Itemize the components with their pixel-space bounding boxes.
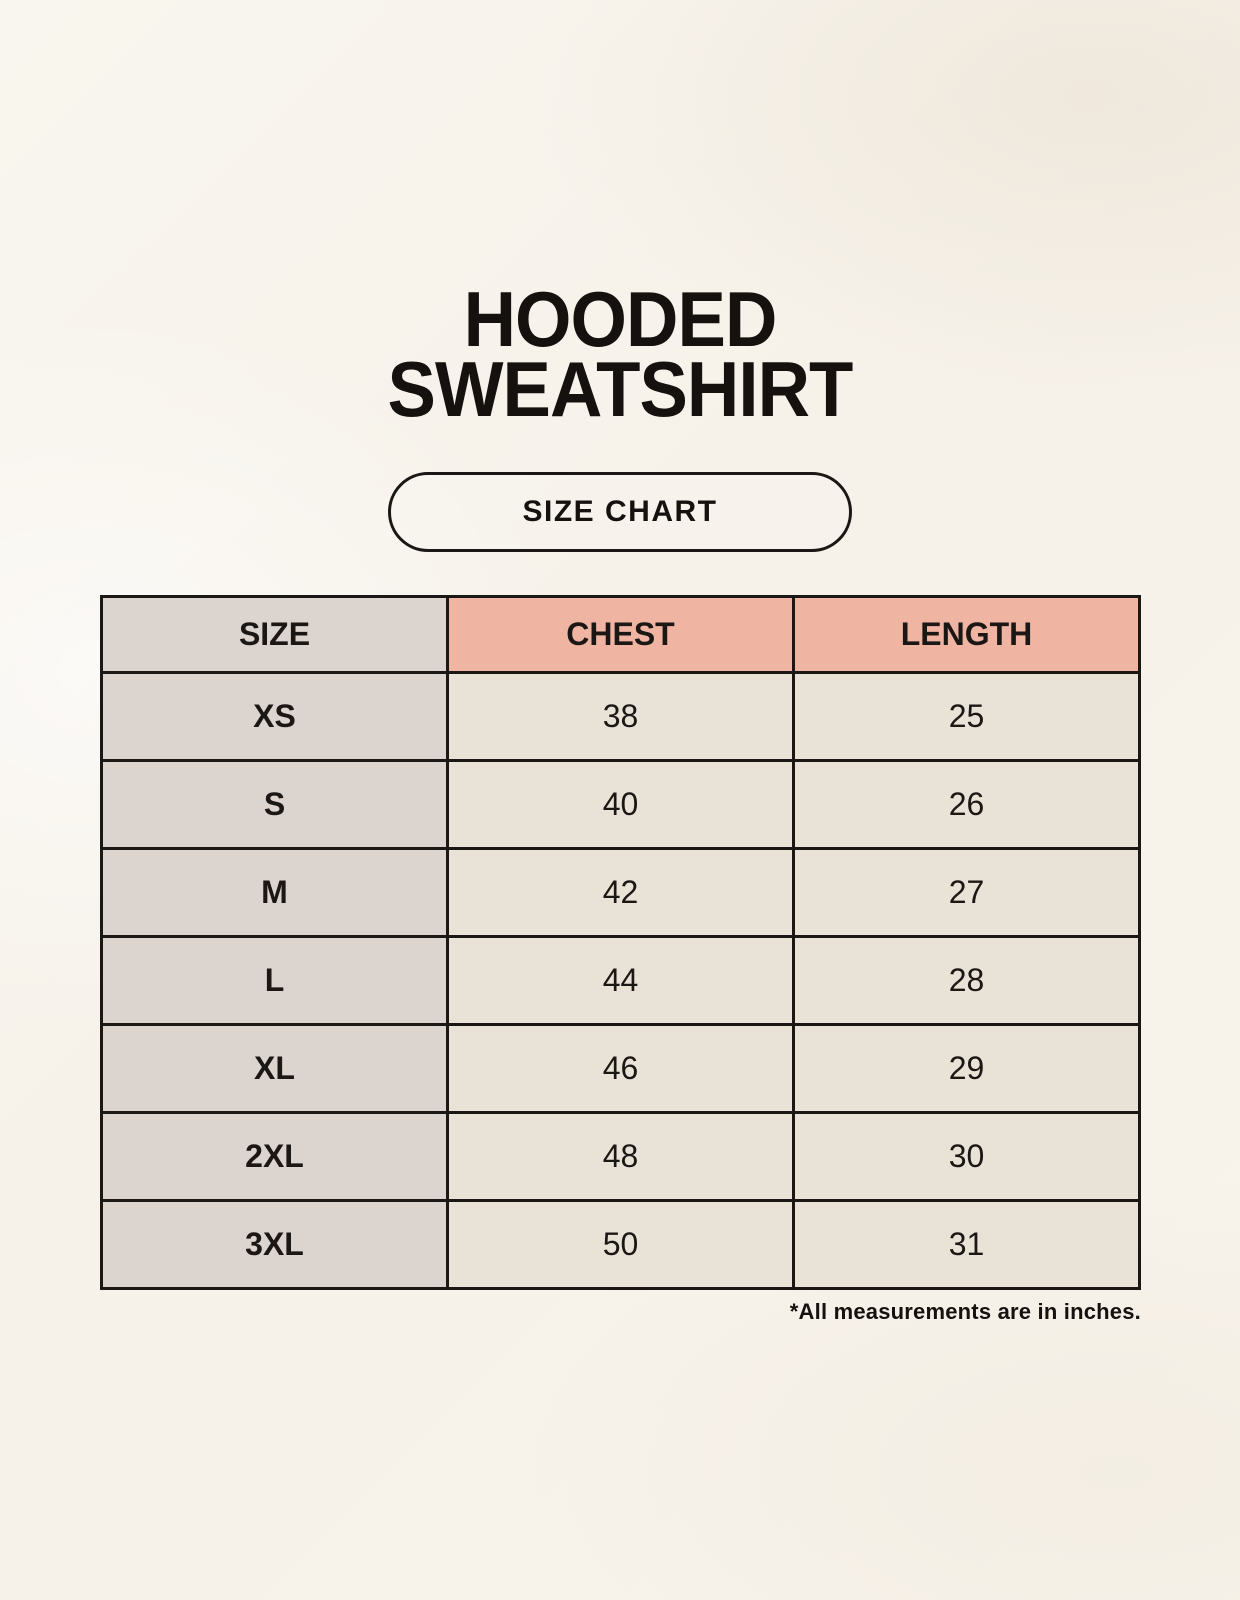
cell-length: 27 <box>792 847 1141 938</box>
column-header-chest: CHEST <box>446 595 795 674</box>
cell-length: 29 <box>792 1023 1141 1114</box>
cell-length: 28 <box>792 935 1141 1026</box>
cell-chest: 42 <box>446 847 795 938</box>
size-chart-badge-label: SIZE CHART <box>522 495 718 528</box>
cell-length: 31 <box>792 1199 1141 1290</box>
cell-size: XL <box>100 1023 449 1114</box>
cell-length: 30 <box>792 1111 1141 1202</box>
table-row: L 44 28 <box>100 935 1141 1026</box>
table-row: M 42 27 <box>100 847 1141 938</box>
cell-chest: 38 <box>446 671 795 762</box>
size-chart-badge: SIZE CHART <box>388 472 852 552</box>
table-row: 3XL 50 31 <box>100 1199 1141 1290</box>
header-row: SIZE CHEST LENGTH <box>100 595 1141 674</box>
cell-size: 2XL <box>100 1111 449 1202</box>
size-table: SIZE CHEST LENGTH XS 38 25 S 40 26 M 42 … <box>100 595 1141 1290</box>
cell-chest: 48 <box>446 1111 795 1202</box>
measurements-note: *All measurements are in inches. <box>789 1299 1141 1324</box>
cell-size: XS <box>100 671 449 762</box>
cell-chest: 44 <box>446 935 795 1026</box>
cell-chest: 46 <box>446 1023 795 1114</box>
cell-length: 25 <box>792 671 1141 762</box>
cell-size: S <box>100 759 449 850</box>
table-row: 2XL 48 30 <box>100 1111 1141 1202</box>
size-table-body: XS 38 25 S 40 26 M 42 27 L 44 28 XL 46 <box>100 671 1141 1290</box>
cell-chest: 50 <box>446 1199 795 1290</box>
table-row: S 40 26 <box>100 759 1141 850</box>
page-title: HOODED SWEATSHIRT <box>43 275 1196 434</box>
page-title-line1: HOODED <box>463 275 778 363</box>
page-title-line2: SWEATSHIRT <box>387 345 854 434</box>
table-row: XL 46 29 <box>100 1023 1141 1114</box>
cell-size: L <box>100 935 449 1026</box>
cell-chest: 40 <box>446 759 795 850</box>
cell-size: 3XL <box>100 1199 449 1290</box>
table-row: XS 38 25 <box>100 671 1141 762</box>
cell-size: M <box>100 847 449 938</box>
column-header-size: SIZE <box>100 595 449 674</box>
cell-length: 26 <box>792 759 1141 850</box>
size-table-header: SIZE CHEST LENGTH <box>100 595 1141 674</box>
column-header-length: LENGTH <box>792 595 1141 674</box>
